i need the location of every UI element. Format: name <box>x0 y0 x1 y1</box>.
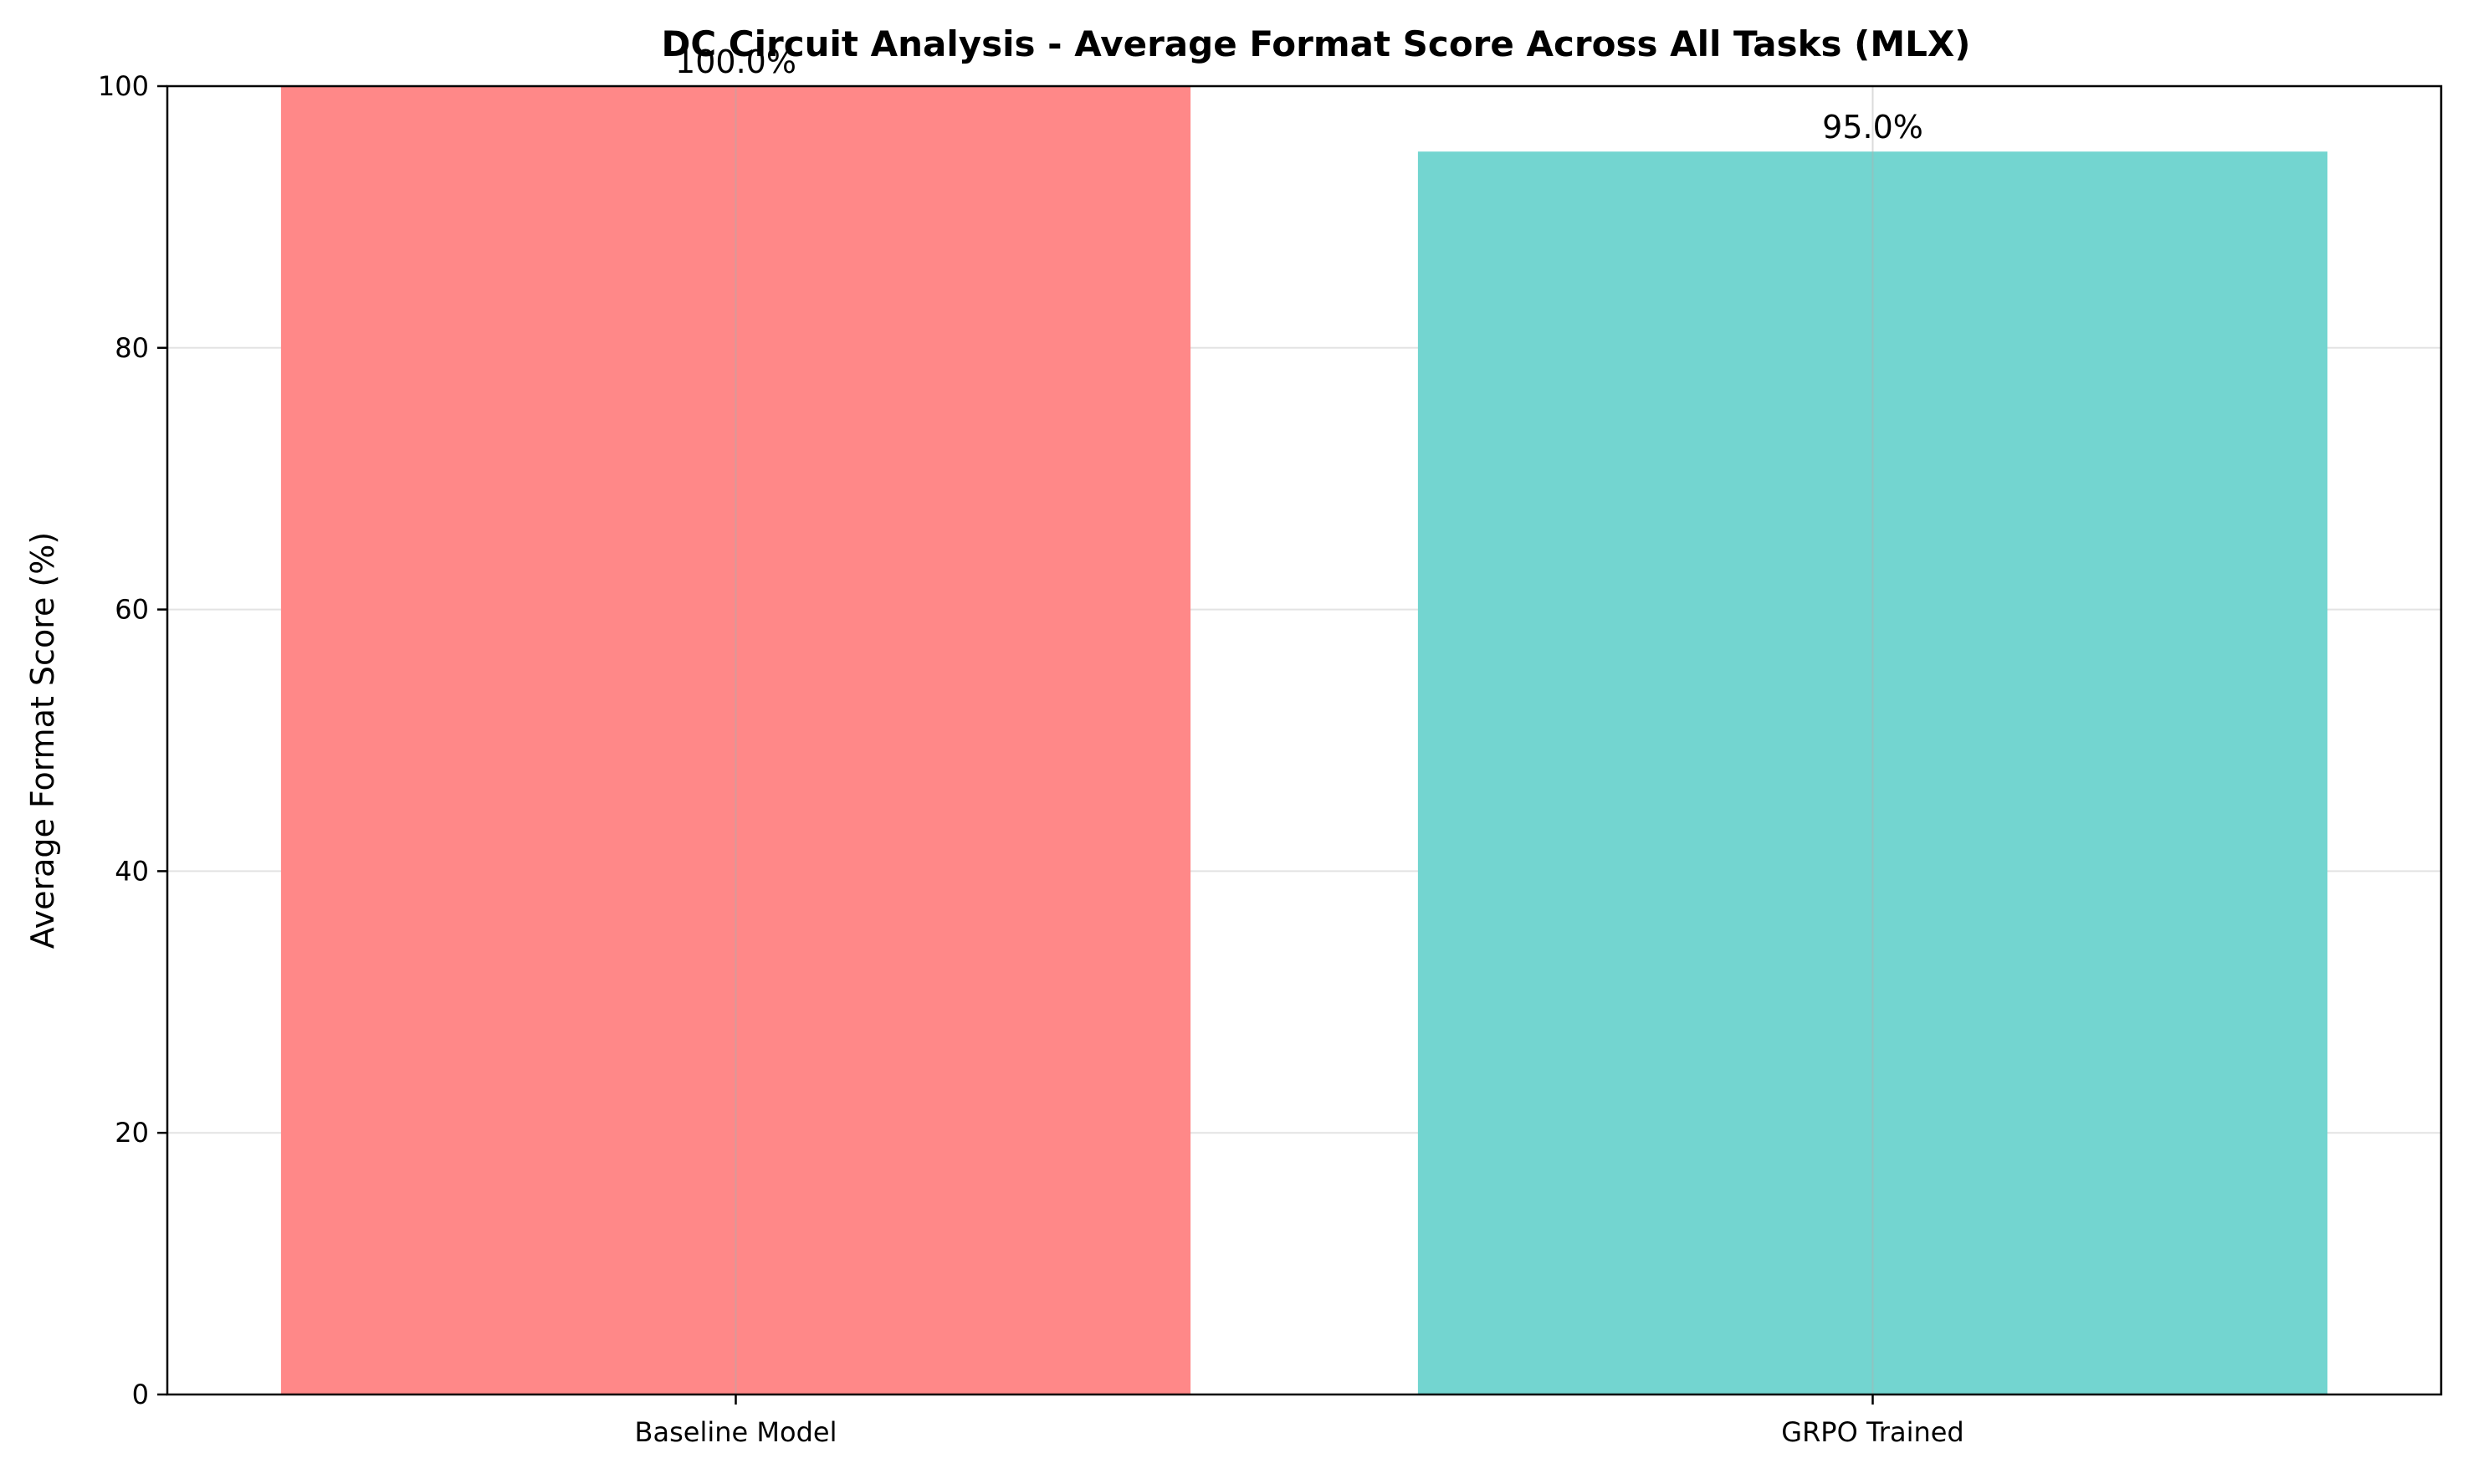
bar-value-label: 95.0% <box>1822 109 1923 146</box>
vertical-grid-lines <box>735 86 1874 1394</box>
x-tick-label: GRPO Trained <box>1781 1416 1963 1448</box>
y-tick-label: 0 <box>132 1379 149 1410</box>
y-tick-label: 80 <box>115 332 149 364</box>
y-axis-label: Average Format Score (%) <box>24 532 61 949</box>
data-labels: 100.0% 95.0% <box>675 43 1923 146</box>
axes-frame <box>166 84 2443 1396</box>
y-tick-label: 100 <box>98 70 149 102</box>
bar <box>280 86 1191 1394</box>
x-tick-label: Baseline Model <box>635 1416 837 1448</box>
bar <box>1417 151 2328 1395</box>
y-axis-ticks: 0 20 40 60 80 100 <box>98 70 167 1410</box>
y-tick-label: 60 <box>115 594 149 626</box>
y-tick-label: 40 <box>115 855 149 887</box>
chart-title: DC Circuit Analysis - Average Format Sco… <box>662 23 1971 64</box>
bars <box>280 86 2328 1395</box>
bar-value-label: 100.0% <box>675 43 796 80</box>
x-axis-ticks: Baseline Model GRPO Trained <box>635 1394 1964 1448</box>
y-tick-label: 20 <box>115 1117 149 1149</box>
